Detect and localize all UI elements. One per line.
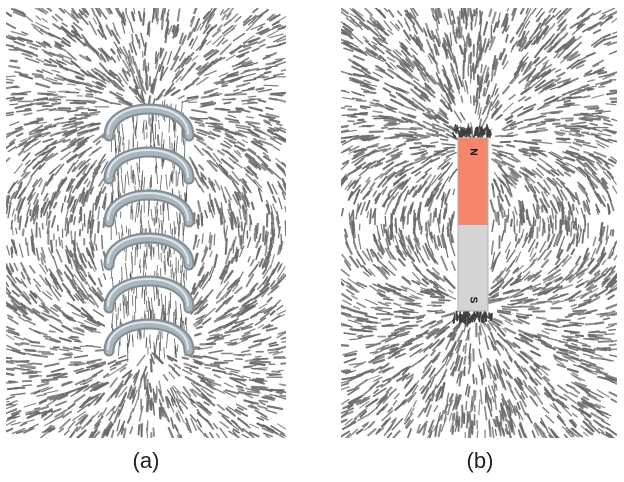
caption-b: (b) [466,448,494,473]
coil-outer-filings [6,8,286,438]
south-pole [458,225,488,311]
coil-field-panel [6,8,286,438]
north-pole [458,138,488,225]
coil-loops [103,103,195,357]
caption-a: (a) [132,448,160,473]
north-label: N [467,148,478,155]
bar-magnet-field-image: NS [341,8,617,438]
pole-filing-clumps [452,123,493,326]
bar-magnet: NS [457,137,489,312]
bar-magnet-filings [341,8,617,438]
south-label: S [467,297,478,304]
coil-field-image [6,8,286,438]
